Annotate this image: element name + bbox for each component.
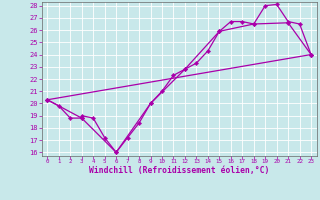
- X-axis label: Windchill (Refroidissement éolien,°C): Windchill (Refroidissement éolien,°C): [89, 166, 269, 175]
